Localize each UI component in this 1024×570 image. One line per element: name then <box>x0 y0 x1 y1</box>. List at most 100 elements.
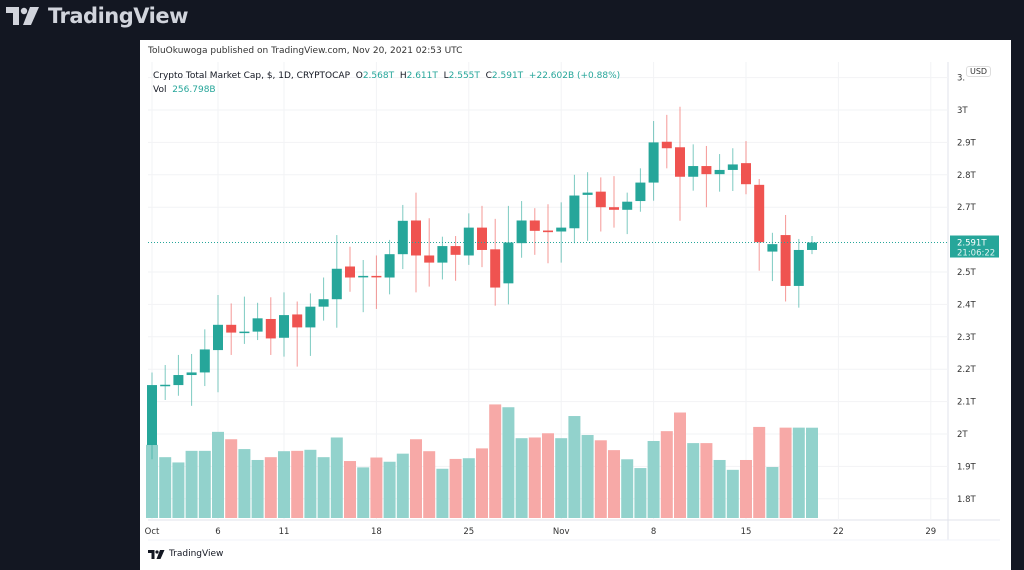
footer-logo[interactable]: TradingView <box>148 549 223 559</box>
ohlc-row: Crypto Total Market Cap, $, 1D, CRYPTOCA… <box>153 69 620 83</box>
candle-body <box>265 318 276 339</box>
time-tick-label: Nov <box>553 527 570 537</box>
volume-bar <box>172 462 185 518</box>
candle-body <box>411 220 421 256</box>
open-value: 2.568T <box>362 71 395 81</box>
volume-bar <box>146 444 158 518</box>
candle-body <box>292 314 303 328</box>
candle-body <box>675 147 685 177</box>
volume-bar <box>304 449 317 518</box>
time-tick-label: 22 <box>833 527 844 537</box>
price-tick-label: 2T <box>957 430 968 440</box>
candle-body <box>160 384 171 387</box>
price-tick-label: 3. <box>957 74 965 84</box>
price-tick-label: 2.7T <box>957 203 977 213</box>
volume-value: 256.798B <box>172 85 216 95</box>
candle-body <box>371 275 382 278</box>
volume-bar <box>476 448 488 518</box>
volume-bar <box>581 435 594 518</box>
volume-row: Vol 256.798B <box>153 83 620 97</box>
price-tick-label: 2.3T <box>957 333 977 343</box>
candle-body <box>741 163 751 185</box>
volume-bar <box>383 461 396 518</box>
open-label: O <box>355 71 363 81</box>
volume-bar <box>278 451 290 518</box>
candle-body <box>635 182 646 202</box>
candle-body <box>345 266 355 278</box>
candle-body <box>213 324 223 351</box>
candle-body <box>199 349 210 373</box>
candle-body <box>397 220 408 255</box>
footer-brand: TradingView <box>169 549 224 559</box>
close-label: C <box>485 71 492 81</box>
price-tick-label: 2.9T <box>957 138 977 148</box>
time-tick-label: Oct <box>145 527 160 537</box>
change-value: +22.602B (+0.88%) <box>528 71 621 81</box>
volume-bar <box>357 467 370 518</box>
candle-body <box>622 201 633 210</box>
candle-body <box>767 244 778 252</box>
last-price-badge <box>950 235 999 258</box>
candle-body <box>305 306 316 328</box>
volume-bar <box>674 412 686 518</box>
candle-body <box>714 169 725 175</box>
candle-body <box>754 184 765 243</box>
volume-bar <box>687 443 700 518</box>
volume-bar <box>713 459 726 518</box>
volume-bar <box>317 457 330 518</box>
time-tick-label: 11 <box>279 527 290 537</box>
low-label: L <box>443 71 449 81</box>
volume-bar <box>185 450 198 518</box>
time-tick-label: 18 <box>371 527 382 537</box>
chart-legend: Crypto Total Market Cap, $, 1D, CRYPTOCA… <box>153 69 620 97</box>
volume-bar <box>700 443 713 518</box>
volume-bar <box>608 450 620 518</box>
candle-body <box>529 220 540 231</box>
candle-body <box>424 255 435 263</box>
volume-bar <box>621 459 634 518</box>
volume-bar <box>198 450 211 518</box>
volume-bar <box>370 457 383 518</box>
price-tick-label: 1.9T <box>957 462 977 472</box>
candle-body <box>543 230 553 233</box>
candle-body <box>226 324 237 333</box>
price-tick-label: 2.5T <box>957 268 977 278</box>
brand-logo[interactable]: TradingView <box>6 4 188 28</box>
price-tick-label: 1.8T <box>957 495 977 505</box>
volume-bar <box>225 439 238 518</box>
candle-body <box>780 235 791 286</box>
volume-bar <box>396 453 409 518</box>
candle-body <box>556 227 567 232</box>
volume-bar <box>515 438 528 518</box>
price-tick-label: 2.4T <box>957 300 977 310</box>
volume-bar <box>212 431 224 518</box>
time-tick-label: 29 <box>925 527 936 537</box>
volume-bar <box>594 440 607 518</box>
volume-bar <box>264 457 277 518</box>
currency-button[interactable]: USD <box>966 66 992 77</box>
high-value: 2.611T <box>406 71 438 81</box>
price-tick-label: 2.8T <box>957 171 977 181</box>
volume-bar <box>726 469 739 518</box>
volume-bar <box>502 407 515 518</box>
volume-bar <box>462 458 475 518</box>
published-line: ToluOkuwoga published on TradingView.com… <box>148 46 463 56</box>
candle-body <box>595 191 606 208</box>
tradingview-logo-icon <box>148 549 165 559</box>
volume-bar <box>436 468 449 518</box>
volume-bar <box>792 427 805 518</box>
candle-body <box>807 242 817 250</box>
candle-body <box>318 299 329 307</box>
candle-body <box>358 275 369 278</box>
tradingview-logo-icon <box>6 7 39 25</box>
brand-name: TradingView <box>48 4 188 28</box>
symbol-title[interactable]: Crypto Total Market Cap, $, 1D, CRYPTOCA… <box>153 71 350 81</box>
time-tick-label: 8 <box>651 527 656 537</box>
candle-body <box>252 318 263 332</box>
candle-body <box>727 164 738 170</box>
close-value: 2.591T <box>491 71 524 81</box>
candle-body <box>661 141 672 149</box>
volume-bar <box>634 468 647 518</box>
volume-bar <box>779 427 792 518</box>
